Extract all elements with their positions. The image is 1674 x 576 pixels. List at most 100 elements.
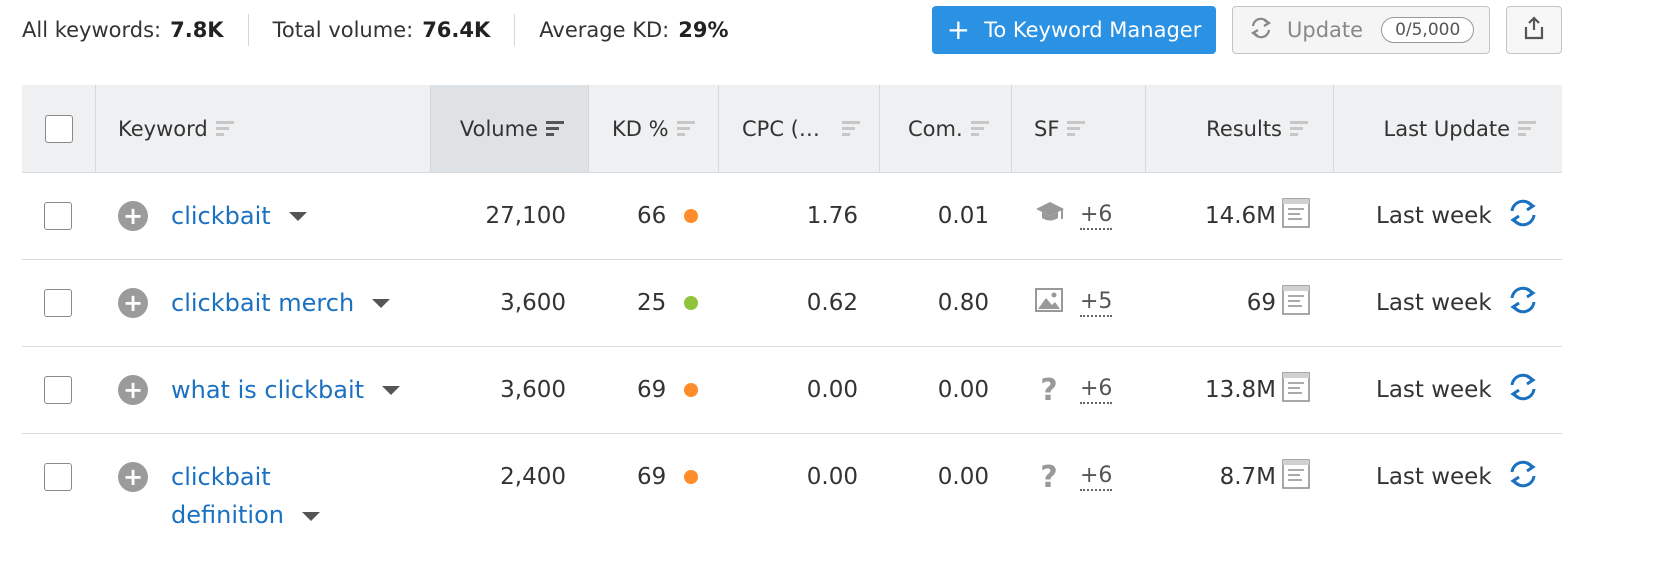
last-update-cell: Last week [1376, 260, 1540, 346]
volume-cell: 3,600 [500, 377, 566, 403]
plus-icon: + [946, 13, 971, 46]
column-volume-label: Volume [459, 116, 538, 141]
column-divider [1011, 85, 1012, 172]
export-button[interactable] [1506, 6, 1562, 54]
results-value: 8.7M [1219, 464, 1276, 490]
table-row: + what is clickbait 3,600 69 0.00 0.00 ?… [22, 347, 1562, 434]
add-keyword-icon[interactable]: + [118, 288, 148, 318]
row-checkbox-cell [44, 347, 72, 433]
add-keyword-icon[interactable]: + [118, 375, 148, 405]
serp-features-more[interactable]: +6 [1080, 463, 1113, 491]
column-divider [1333, 85, 1334, 172]
serp-features-cell: +6 [1034, 173, 1113, 259]
column-com[interactable]: Com. [908, 85, 1011, 172]
serp-features-more[interactable]: +6 [1080, 202, 1113, 230]
select-all-checkbox[interactable] [44, 114, 73, 143]
serp-features-more[interactable]: +6 [1080, 376, 1113, 404]
refresh-icon[interactable] [1506, 284, 1540, 322]
column-divider [879, 85, 880, 172]
kd-cell: 25 [637, 260, 699, 346]
cpc-cell: 0.00 [806, 464, 858, 490]
stat-total-volume: Total volume: 76.4K [273, 18, 491, 42]
to-keyword-manager-button[interactable]: + To Keyword Manager [932, 6, 1216, 54]
update-button[interactable]: Update 0/5,000 [1232, 6, 1490, 54]
row-checkbox-cell [44, 260, 72, 346]
keyword-link[interactable]: clickbait [171, 202, 271, 230]
serp-features-cell: +5 [1034, 260, 1113, 346]
column-cpc[interactable]: CPC (… [742, 85, 879, 172]
stat-all-keywords: All keywords: 7.8K [22, 18, 224, 42]
add-keyword-icon[interactable]: + [118, 462, 148, 492]
add-keyword-cell: + [118, 347, 148, 433]
column-results[interactable]: Results [1145, 85, 1310, 172]
keyword-link[interactable]: clickbait merch [171, 289, 355, 317]
column-sf[interactable]: SF [1034, 85, 1145, 172]
row-checkbox[interactable] [44, 463, 72, 491]
refresh-icon[interactable] [1506, 458, 1540, 496]
refresh-icon[interactable] [1506, 197, 1540, 235]
caret-down-icon[interactable] [372, 298, 391, 308]
kd-dot-icon [684, 470, 699, 484]
com-cell: 0.00 [937, 464, 989, 490]
stat-all-keywords-label: All keywords: [22, 18, 162, 42]
com-cell: 0.80 [937, 290, 989, 316]
kd-value: 69 [637, 464, 667, 490]
column-last-update-label: Last Update [1383, 116, 1510, 141]
column-last-update[interactable]: Last Update [1333, 85, 1538, 172]
column-divider [718, 85, 719, 172]
row-checkbox[interactable] [44, 289, 72, 317]
kd-cell: 66 [637, 173, 699, 259]
summary-stats: All keywords: 7.8K Total volume: 76.4K A… [22, 14, 728, 46]
volume-cell: 27,100 [485, 203, 566, 229]
serp-document-icon[interactable] [1282, 285, 1310, 321]
kd-value: 66 [637, 203, 667, 229]
serp-document-icon[interactable] [1282, 372, 1310, 408]
stat-average-kd-value: 29% [678, 18, 729, 42]
column-keyword[interactable]: Keyword [118, 85, 418, 172]
volume-cell: 3,600 [500, 290, 566, 316]
serp-features-cell: ? +6 [1034, 434, 1113, 520]
results-cell: 14.6M [1145, 173, 1310, 259]
row-checkbox[interactable] [44, 202, 72, 230]
serp-document-icon[interactable] [1282, 198, 1310, 234]
add-keyword-cell: + [118, 173, 148, 259]
sort-icon [841, 117, 862, 141]
cpc-cell: 1.76 [806, 203, 858, 229]
table-row: + clickbait definition 2,400 69 0.00 0.0… [22, 434, 1562, 542]
keyword-cell: clickbait definition [171, 458, 320, 535]
serp-features-cell: ? +6 [1034, 347, 1113, 433]
update-quota-badge: 0/5,000 [1381, 17, 1475, 43]
row-checkbox[interactable] [44, 376, 72, 404]
refresh-icon [1249, 17, 1273, 44]
keyword-link-line-1[interactable]: clickbait [171, 463, 271, 491]
caret-down-icon[interactable] [382, 385, 401, 395]
column-volume[interactable]: Volume [430, 85, 588, 172]
column-kd[interactable]: KD % [612, 85, 718, 172]
keyword-link-line-2[interactable]: definition [171, 501, 284, 529]
serp-features-more[interactable]: +5 [1080, 289, 1113, 317]
results-value: 14.6M [1204, 203, 1276, 229]
sort-icon [676, 117, 697, 141]
add-keyword-cell: + [118, 434, 148, 520]
kd-value: 25 [637, 290, 667, 316]
results-value: 69 [1246, 290, 1276, 316]
column-kd-label: KD % [612, 116, 669, 141]
refresh-icon[interactable] [1506, 371, 1540, 409]
column-results-label: Results [1206, 116, 1282, 141]
keywords-table: Keyword Volume KD % CPC (… Com. SF [22, 85, 1562, 542]
serp-document-icon[interactable] [1282, 459, 1310, 495]
question-icon: ? [1040, 459, 1058, 495]
divider [247, 14, 249, 46]
volume-cell: 2,400 [500, 464, 566, 490]
column-keyword-label: Keyword [118, 116, 208, 141]
keyword-link[interactable]: what is clickbait [171, 376, 365, 404]
stat-average-kd-label: Average KD: [539, 18, 670, 42]
last-update-cell: Last week [1376, 347, 1540, 433]
caret-down-icon[interactable] [288, 211, 307, 221]
update-label: Update [1287, 18, 1364, 42]
row-checkbox-cell [44, 173, 72, 259]
caret-down-icon[interactable] [301, 512, 320, 521]
add-keyword-icon[interactable]: + [118, 201, 148, 231]
com-cell: 0.01 [937, 203, 989, 229]
column-divider [588, 85, 589, 172]
